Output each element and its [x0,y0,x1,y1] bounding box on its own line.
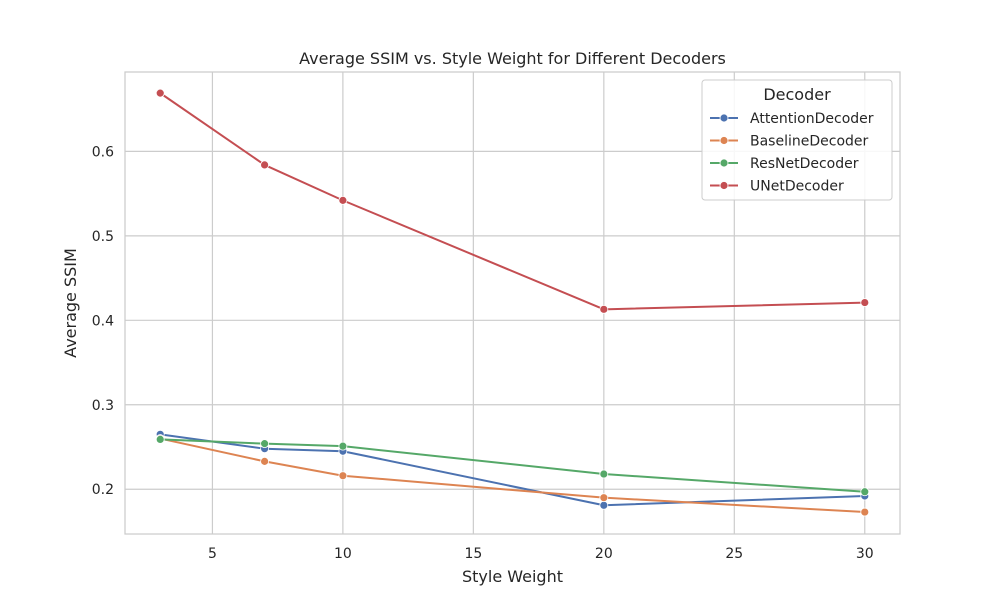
legend-item: AttentionDecoder [710,111,874,127]
legend-label: AttentionDecoder [750,111,874,127]
plot-area-frame [124,71,901,535]
data-point [599,304,609,314]
x-tick-label: 30 [856,546,874,562]
y-tick-label: 0.5 [92,229,114,245]
legend-item: BaselineDecoder [710,134,869,150]
data-point [155,435,165,444]
x-tick-label: 5 [208,546,217,562]
legend-item: ResNetDecoder [710,156,859,172]
x-axis-title: Style Weight [462,567,563,586]
data-point [599,469,609,479]
series-ResNetDecoder [155,435,870,497]
y-tick-label: 0.6 [92,144,114,160]
data-point [260,160,270,170]
x-tick-label: 20 [595,546,613,562]
y-axis-title: Average SSIM [61,248,80,358]
data-point [860,298,870,307]
data-point [338,441,348,451]
data-point [599,493,609,503]
data-point [260,439,270,449]
x-tick-label: 10 [334,546,352,562]
legend-items: AttentionDecoder BaselineDecoder ResNetDec… [710,111,874,195]
legend-item: UNetDecoder [710,179,844,195]
series-UNetDecoder [155,88,870,314]
legend-label: UNetDecoder [750,179,844,195]
data-point [260,456,270,466]
legend-box [701,79,893,201]
y-tick-labels: 0.2 0.3 0.4 0.5 0.6 [92,144,114,498]
data-point [155,88,165,98]
data-point [860,507,870,517]
chart-title: Average SSIM vs. Style Weight for Differ… [299,49,726,68]
y-tick-label: 0.3 [92,398,114,414]
x-tick-label: 25 [725,546,743,562]
x-tick-labels: 5 10 15 20 25 30 [208,546,874,562]
y-tick-label: 0.4 [92,313,114,329]
legend-title: Decoder [763,85,831,104]
legend-label: ResNetDecoder [750,156,859,172]
legend-swatch-marker [719,158,729,168]
data-point [599,500,609,510]
data-point [338,471,348,481]
legend-label: BaselineDecoder [750,134,869,150]
y-tick-label: 0.2 [92,482,114,498]
legend-swatch-marker [719,113,729,123]
data-point [338,195,348,205]
x-tick-label: 15 [464,546,482,562]
legend-swatch-marker [719,136,729,145]
data-point [860,487,870,497]
legend-swatch-marker [719,181,729,190]
series-layer [155,88,870,517]
legend: Decoder AttentionDecoder BaselineDecoder R… [701,79,893,201]
